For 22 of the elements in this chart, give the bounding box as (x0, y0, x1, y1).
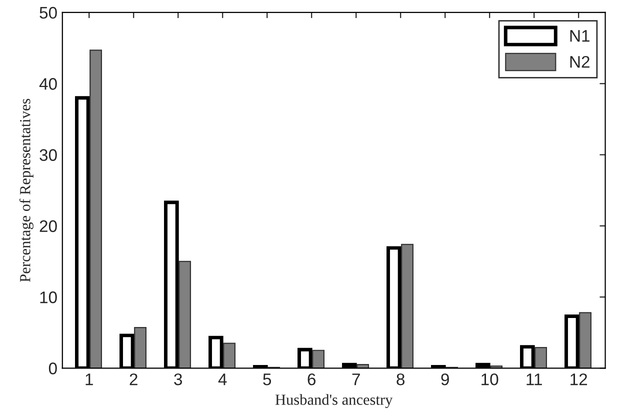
legend-label: N1 (570, 30, 590, 42)
x-tick-label: 9 (441, 373, 449, 386)
y-tick-label: 50 (40, 6, 57, 19)
y-tick-label: 10 (40, 291, 57, 304)
legend-label: N2 (570, 56, 590, 68)
x-tick-label: 8 (396, 373, 404, 386)
x-tick-label: 5 (263, 374, 272, 386)
y-axis-title: Percentage of Representatives (19, 98, 34, 282)
x-tick-label: 12 (570, 373, 588, 386)
y-tick-label: 40 (39, 78, 57, 90)
x-tick-label: 1 (86, 374, 93, 386)
x-tick-label: 11 (526, 374, 542, 386)
x-tick-label: 3 (174, 373, 182, 386)
y-tick-label: 20 (40, 220, 57, 232)
x-tick-label: 4 (218, 374, 227, 386)
y-tick-label: 30 (40, 149, 57, 161)
x-tick-label: 6 (308, 373, 316, 386)
x-tick-label: 10 (482, 373, 498, 386)
x-tick-label: 2 (130, 373, 138, 386)
x-axis-title: Husband's ancestry (275, 394, 393, 408)
x-tick-label: 7 (352, 374, 360, 386)
y-tick-label: 0 (48, 362, 57, 374)
